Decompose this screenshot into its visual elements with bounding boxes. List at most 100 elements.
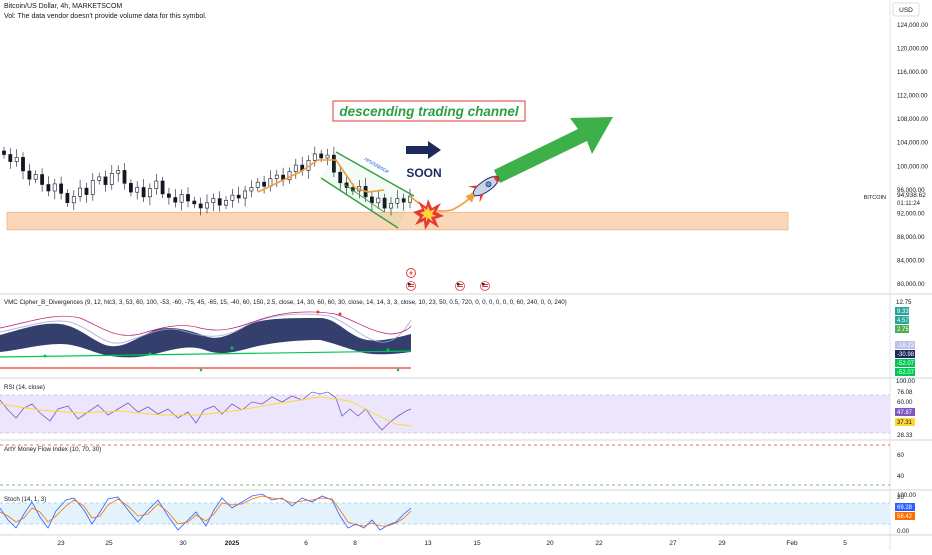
candle — [135, 187, 140, 193]
candle — [395, 198, 400, 204]
descending-channel: resistance — [320, 151, 415, 229]
candle — [389, 203, 393, 209]
stoch-band — [0, 503, 890, 524]
mfi-tick: 20 — [897, 494, 904, 501]
currency-button[interactable] — [892, 2, 920, 17]
svg-text:9.33: 9.33 — [897, 309, 909, 315]
candle — [109, 173, 114, 185]
candle — [14, 157, 19, 162]
stoch-title: Stoch (14, 1, 3) — [4, 496, 46, 503]
candle — [141, 187, 146, 198]
price-tick-label: 88,000.00 — [897, 234, 925, 241]
candle — [116, 170, 121, 174]
price-tick-label: 96,000.00 — [897, 187, 925, 194]
currency-label: USD — [899, 7, 913, 14]
candle — [27, 170, 32, 180]
price-tick-label: 92,000.00 — [897, 210, 925, 217]
time-tick-label: 20 — [546, 540, 554, 547]
time-tick-label: 6 — [304, 540, 308, 547]
rsi-line — [0, 391, 412, 431]
svg-text:-52.07: -52.07 — [897, 361, 915, 367]
candle — [243, 190, 248, 199]
candle — [167, 193, 171, 198]
candle — [103, 176, 108, 185]
time-tick-label: 29 — [718, 540, 726, 547]
stoch-k-line — [0, 493, 412, 531]
us-flag-event-icon[interactable] — [480, 281, 490, 291]
candle — [325, 154, 330, 159]
soon-label: SOON — [406, 166, 441, 180]
rsi-value: 47.87 — [897, 410, 913, 416]
orange-path-line — [257, 159, 385, 193]
candle — [382, 197, 387, 209]
big-green-arrow — [494, 117, 613, 183]
time-tick-label: 30 — [179, 540, 187, 547]
candle — [179, 194, 184, 203]
candle — [33, 174, 38, 180]
price-tick-label: 80,000.00 — [897, 281, 925, 288]
lightning-event-icon[interactable] — [406, 268, 416, 278]
svg-text:4.57: 4.57 — [897, 318, 909, 324]
candle — [2, 150, 6, 155]
candle — [21, 157, 25, 172]
svg-text:2.75: 2.75 — [897, 327, 909, 333]
candle — [224, 200, 228, 206]
candle — [154, 180, 159, 189]
volume-note: Vol: The data vendor doesn't provide vol… — [4, 13, 207, 20]
vmc-tick: 12.75 — [896, 299, 912, 306]
time-tick-label: 8 — [353, 540, 357, 547]
last-price-label: 94,938.62 — [897, 192, 926, 199]
price-tick-label: 104,000.00 — [897, 140, 929, 147]
channel-label: descending trading channel — [339, 104, 519, 119]
candle — [84, 187, 89, 195]
time-tick-label: 13 — [424, 540, 432, 547]
candle — [59, 183, 64, 194]
candle — [205, 202, 209, 209]
candle — [8, 154, 13, 162]
mfi-tick: 40 — [897, 473, 904, 480]
price-tick-label: 112,000.00 — [897, 93, 928, 100]
candle — [78, 187, 83, 197]
channel-label-box — [332, 100, 526, 122]
vmc-value-labels: 9.33 4.57 2.75 -18.23 -30.98 -52.07 -52.… — [895, 307, 915, 376]
time-tick-label: 5 — [843, 540, 847, 547]
svg-text:-30.98: -30.98 — [897, 352, 915, 358]
time-tick-label: 27 — [669, 540, 677, 547]
candle — [52, 183, 57, 192]
candle — [97, 176, 102, 181]
stoch-d-line — [0, 495, 412, 527]
us-flag-event-icon[interactable] — [406, 281, 416, 291]
candle — [40, 174, 45, 185]
price-tick-label: 120,000.00 — [897, 46, 929, 53]
candle — [148, 188, 152, 198]
candle — [122, 170, 127, 184]
vmc-title: VMC Cipher_B_Divergences (9, 12, hlc3, 3… — [4, 299, 567, 306]
rocket-icon — [467, 175, 500, 203]
price-tick-label: 116,000.00 — [897, 69, 928, 76]
us-flag-event-icon[interactable] — [455, 281, 465, 291]
stoch-tick: 100.00 — [897, 492, 916, 499]
navy-arrow — [406, 141, 441, 159]
candle — [71, 196, 76, 204]
rsi-band — [0, 395, 890, 433]
candle — [90, 180, 95, 195]
candle — [211, 198, 216, 204]
candle — [249, 187, 254, 192]
candle — [255, 181, 260, 188]
time-tick-label: 22 — [595, 540, 603, 547]
candle — [230, 194, 235, 201]
explosion-icon — [413, 199, 444, 230]
rsi-tick: 28.33 — [897, 432, 913, 439]
price-tick-label: 108,000.00 — [897, 116, 929, 123]
symbol-label: BITCOIN — [864, 195, 886, 201]
price-tick-label: 84,000.00 — [897, 258, 925, 265]
rsi-ma-value: 37.31 — [897, 420, 913, 426]
candle — [338, 171, 343, 184]
candle — [236, 194, 241, 199]
time-tick-label: 25 — [105, 540, 113, 547]
mfi-tick: 60 — [897, 452, 904, 459]
candle — [192, 200, 197, 205]
price-tick-label: 124,000.00 — [897, 22, 929, 29]
candle — [331, 154, 336, 173]
